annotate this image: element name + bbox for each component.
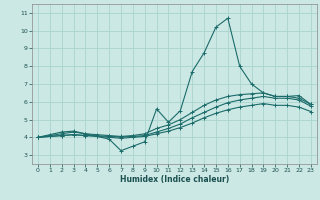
X-axis label: Humidex (Indice chaleur): Humidex (Indice chaleur) <box>120 175 229 184</box>
